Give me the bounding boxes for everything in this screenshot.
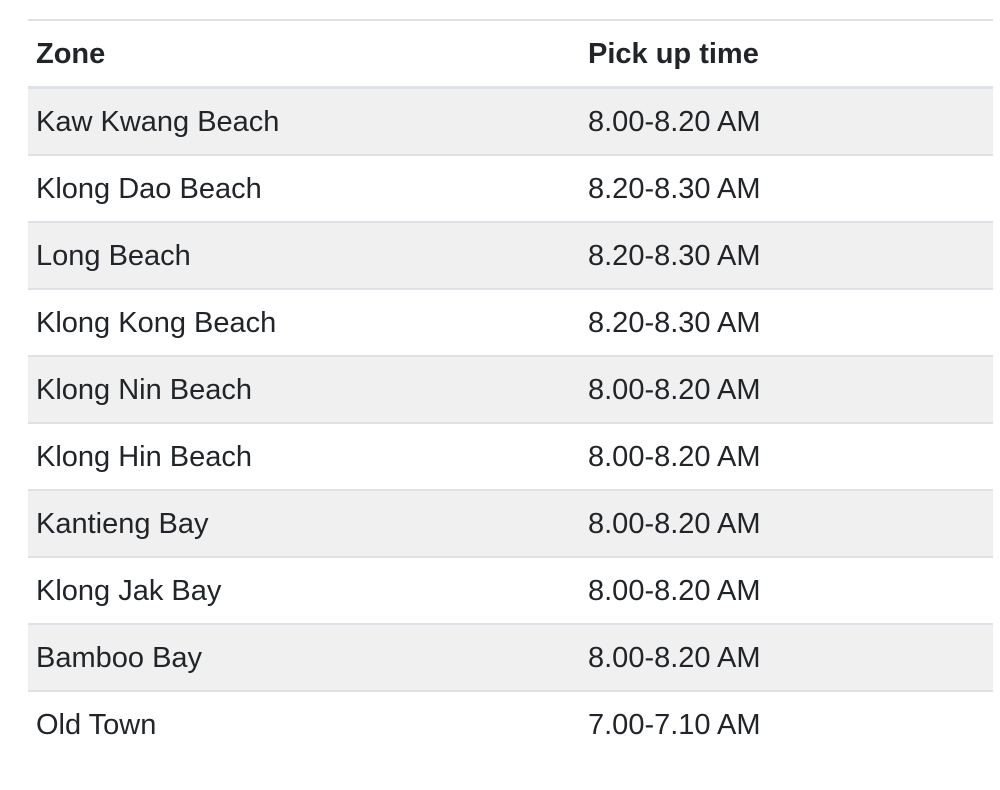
pickup-schedule-section: Zone Pick up time Kaw Kwang Beach 8.00-8… — [28, 19, 993, 757]
table-body: Kaw Kwang Beach 8.00-8.20 AM Klong Dao B… — [28, 87, 993, 757]
table-row: Long Beach 8.20-8.30 AM — [28, 222, 993, 289]
header-row: Zone Pick up time — [28, 19, 993, 89]
column-header-zone: Zone — [28, 19, 580, 89]
pickup-time-cell: 8.00-8.20 AM — [588, 508, 761, 540]
zone-cell: Klong Hin Beach — [36, 441, 253, 473]
zone-cell: Klong Nin Beach — [36, 374, 253, 406]
zone-cell: Long Beach — [36, 240, 191, 272]
zone-cell: Klong Dao Beach — [36, 173, 262, 205]
table-row: Klong Jak Bay 8.00-8.20 AM — [28, 557, 993, 624]
table-header: Zone Pick up time — [28, 19, 993, 89]
table-row: Kantieng Bay 8.00-8.20 AM — [28, 490, 993, 557]
zone-cell: Bamboo Bay — [36, 642, 203, 674]
zone-cell: Kantieng Bay — [36, 508, 209, 540]
zone-cell: Klong Kong Beach — [36, 307, 277, 339]
pickup-time-cell: 8.20-8.30 AM — [588, 240, 761, 272]
pickup-time-cell: 7.00-7.10 AM — [588, 709, 761, 741]
pickup-time-cell: 8.00-8.20 AM — [588, 374, 761, 406]
table-row: Bamboo Bay 8.00-8.20 AM — [28, 624, 993, 691]
table-row: Klong Kong Beach 8.20-8.30 AM — [28, 289, 993, 356]
zone-cell: Old Town — [36, 709, 157, 741]
zone-cell: Kaw Kwang Beach — [36, 106, 280, 138]
table-row: Klong Nin Beach 8.00-8.20 AM — [28, 356, 993, 423]
pickup-time-cell: 8.20-8.30 AM — [588, 307, 761, 339]
table-row: Kaw Kwang Beach 8.00-8.20 AM — [28, 87, 993, 155]
pickup-time-cell: 8.00-8.20 AM — [588, 642, 761, 674]
pickup-time-cell: 8.00-8.20 AM — [588, 441, 761, 473]
table-row: Klong Hin Beach 8.00-8.20 AM — [28, 423, 993, 490]
pickup-time-cell: 8.00-8.20 AM — [588, 575, 761, 607]
zone-cell: Klong Jak Bay — [36, 575, 222, 607]
column-header-pickup-time: Pick up time — [580, 19, 993, 89]
pickup-schedule-table: Zone Pick up time Kaw Kwang Beach 8.00-8… — [28, 19, 993, 757]
table-row: Old Town 7.00-7.10 AM — [28, 691, 993, 757]
pickup-time-cell: 8.20-8.30 AM — [588, 173, 761, 205]
table-row: Klong Dao Beach 8.20-8.30 AM — [28, 155, 993, 222]
pickup-time-cell: 8.00-8.20 AM — [588, 106, 761, 138]
